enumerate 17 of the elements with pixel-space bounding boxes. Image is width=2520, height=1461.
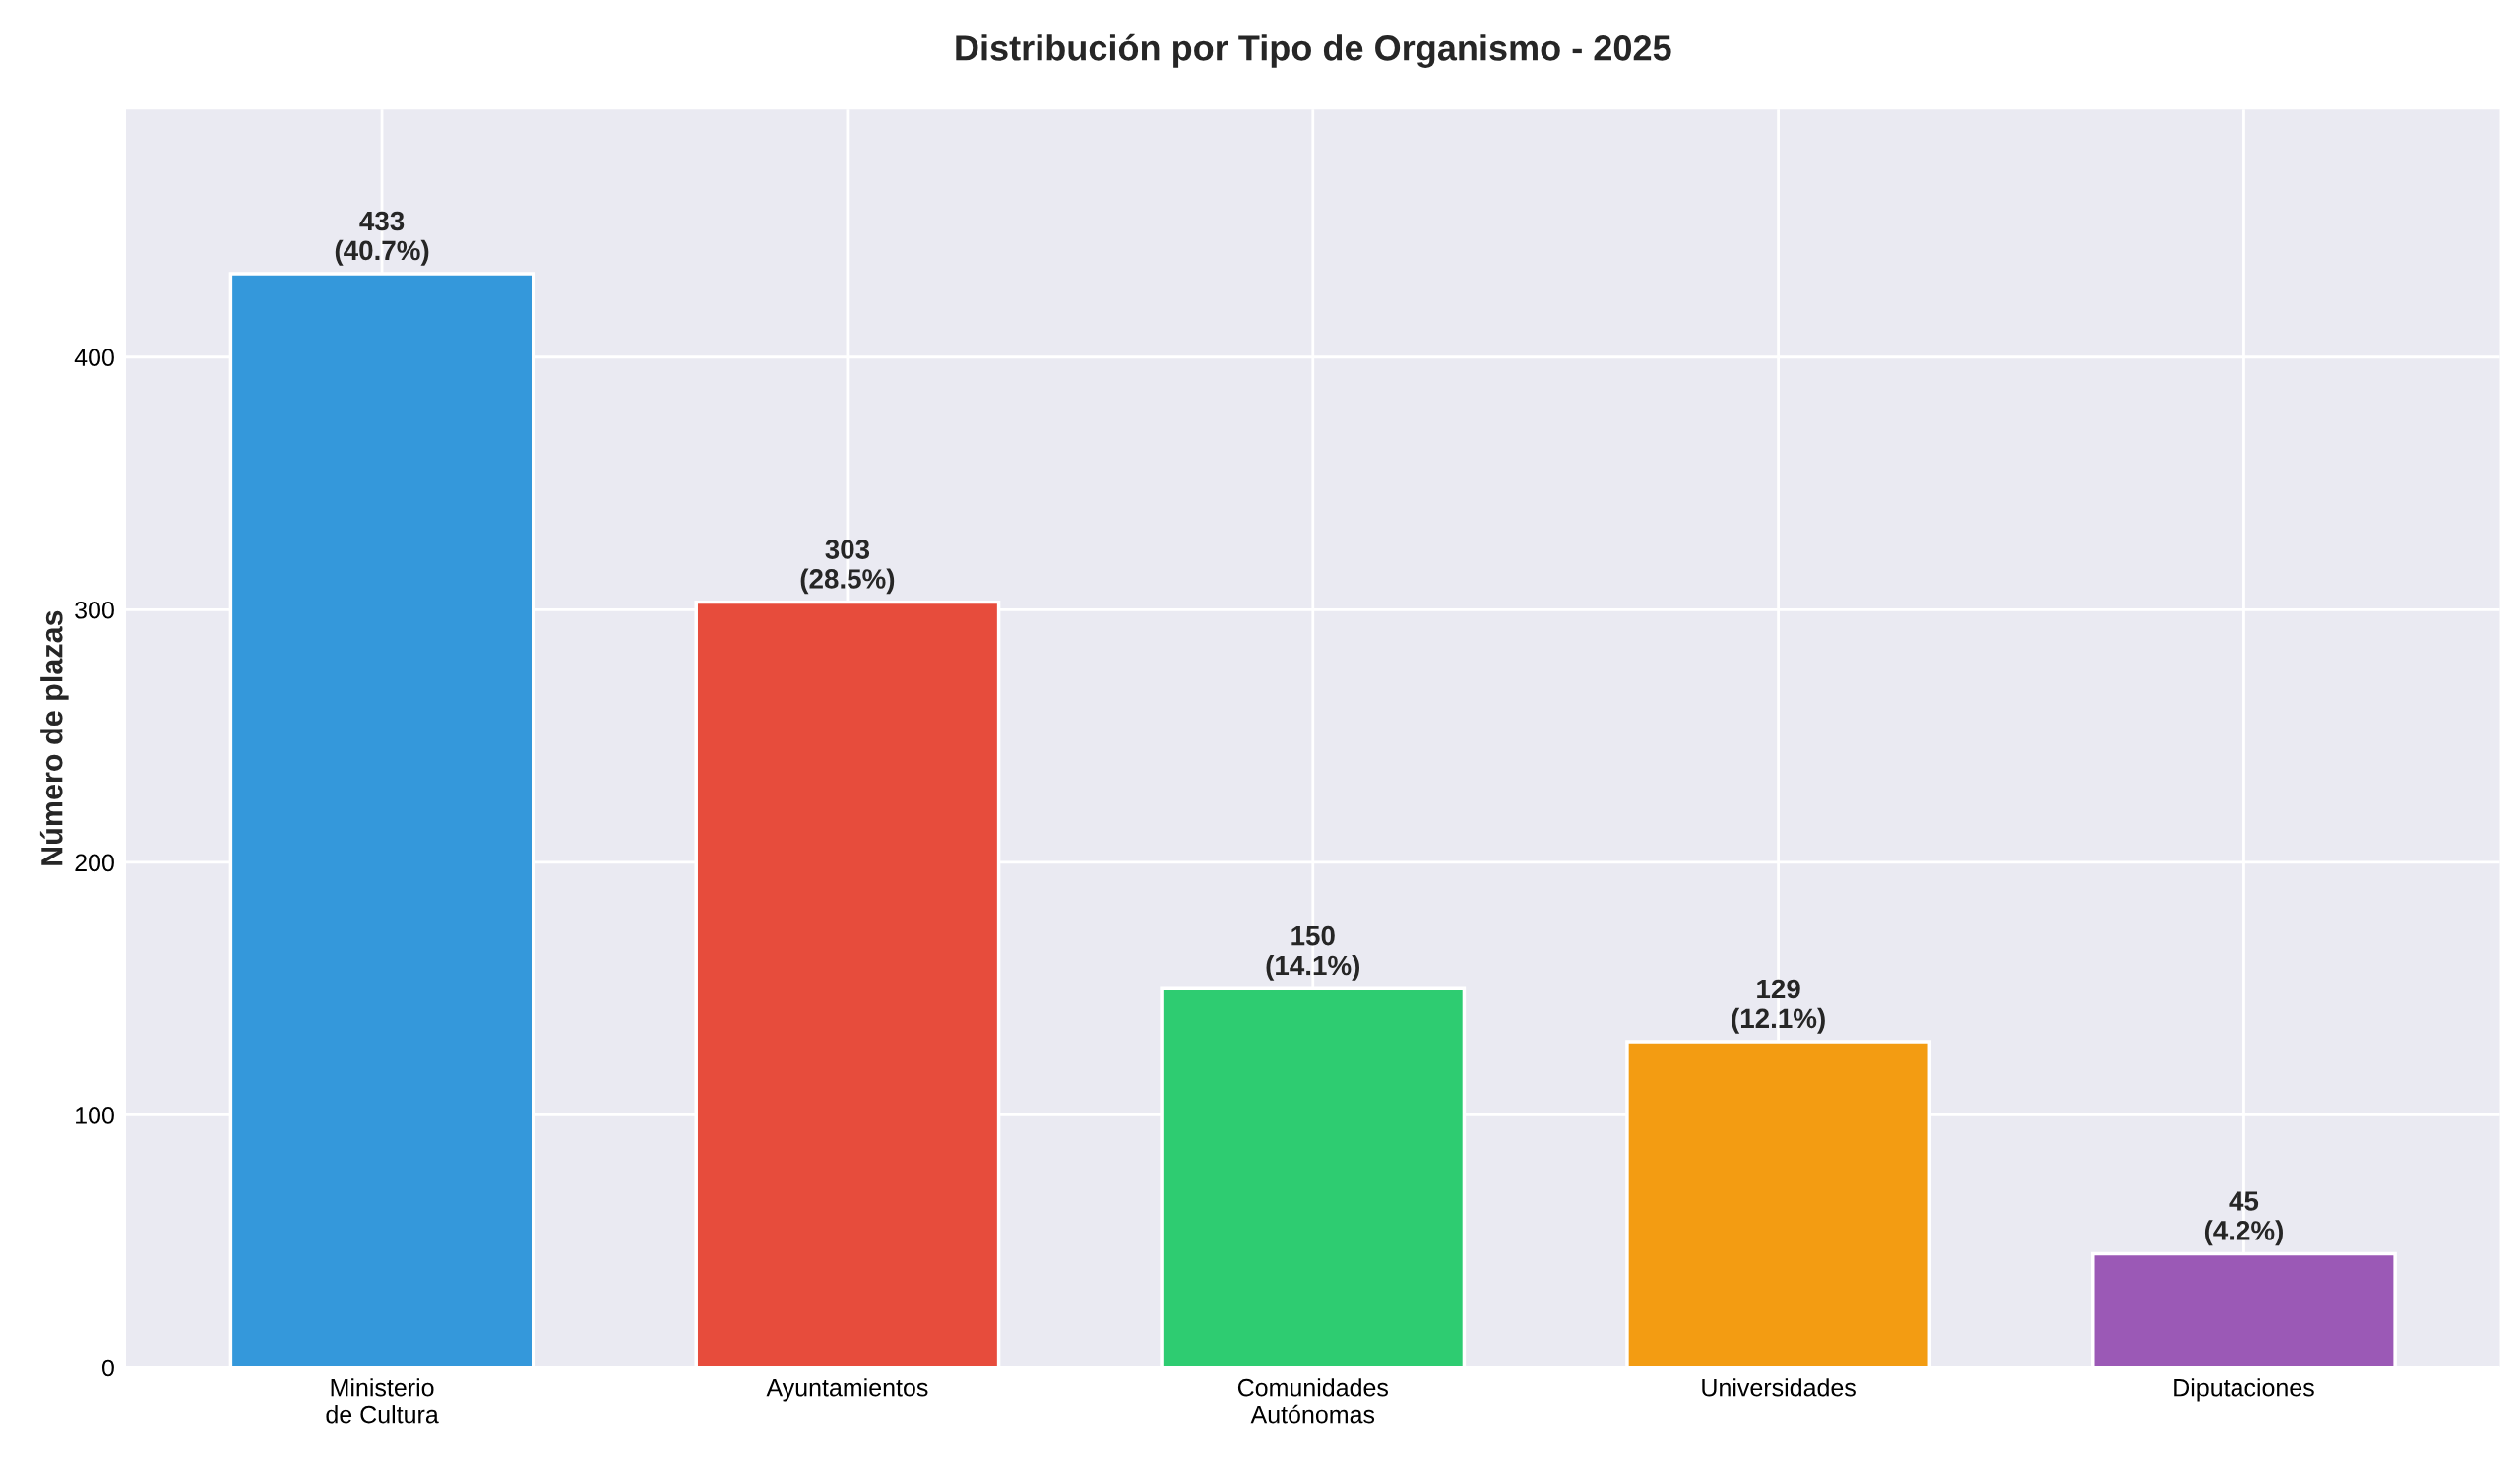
y-tick-label: 100 (76, 1107, 114, 1124)
y-tick-label: 400 (74, 349, 114, 367)
x-tick-label: Comunidades Autónomas (1237, 1378, 1388, 1424)
x-tick-label: Diputaciones (2174, 1378, 2314, 1402)
x-tick-label: Universidades (1702, 1378, 1856, 1397)
chart-title: Distribución por Tipo de Organismo - 2025 (956, 33, 1671, 68)
y-tick-label: 200 (75, 854, 114, 872)
data-label: 150 (14.1%) (1266, 925, 1360, 981)
data-label: 45 (4.2%) (2204, 1191, 2283, 1246)
data-label: 433 (40.7%) (335, 211, 429, 266)
y-tick-label: 0 (101, 1359, 114, 1377)
data-label: 303 (28.5%) (800, 540, 895, 595)
data-label: 129 (12.1%) (1732, 979, 1825, 1034)
y-axis-title: Número de plazas (39, 610, 69, 865)
x-tick-label: Ayuntamientos (766, 1378, 928, 1402)
y-tick-label: 300 (75, 601, 114, 619)
x-tick-label: Ministerio de Cultura (326, 1378, 439, 1424)
